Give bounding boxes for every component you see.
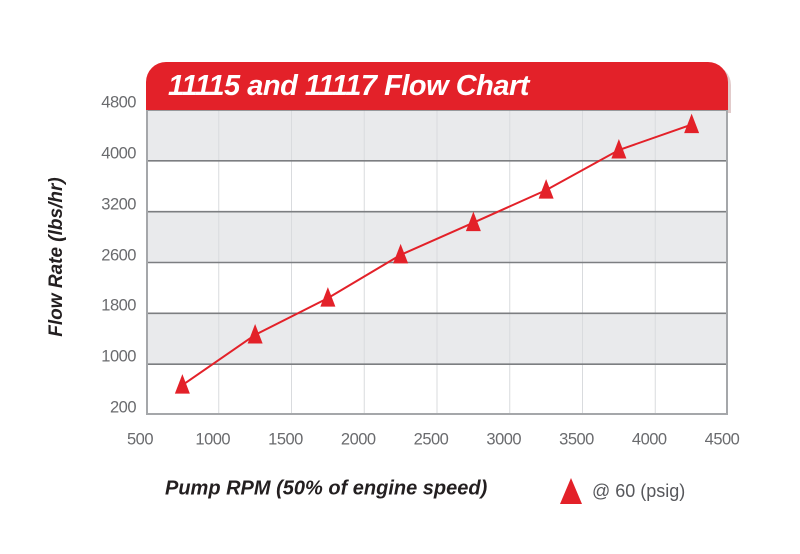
x-tick-label-500: 500 (126, 430, 154, 449)
x-tick-label-4000: 4000 (631, 430, 667, 449)
x-tick-label-4500: 4500 (704, 430, 740, 449)
data-point-marker (247, 323, 263, 344)
x-tick-label-1500: 1500 (268, 430, 303, 449)
y-tick-label-200: 200 (109, 398, 137, 417)
flow-line-chart (146, 110, 728, 415)
x-axis-title: Pump RPM (50% of engine speed) (165, 477, 488, 500)
flow-line (181, 123, 692, 386)
y-tick-label-1800: 1800 (101, 296, 136, 315)
y-tick-label-3200: 3200 (101, 195, 136, 214)
legend-label: @ 60 (psig) (592, 480, 686, 501)
data-point-marker (320, 287, 336, 307)
y-tick-label-4800: 4800 (101, 93, 136, 112)
x-tick-label-3500: 3500 (559, 430, 594, 449)
x-tick-label-2000: 2000 (340, 430, 376, 449)
legend-triangle-marker-icon (560, 478, 582, 504)
data-point-marker (393, 243, 409, 264)
y-tick-label-1000: 1000 (101, 347, 136, 366)
data-point-marker (538, 179, 554, 199)
data-point-marker (465, 211, 481, 232)
data-point-marker (611, 139, 627, 159)
chart-title: 11115 and 11117 Flow Chart (168, 69, 529, 102)
data-point-marker (174, 374, 190, 394)
legend: @ 60 (psig) (560, 478, 685, 504)
chart-title-banner: 11115 and 11117 Flow Chart (146, 62, 728, 110)
data-point-marker (684, 113, 700, 134)
y-tick-label-2600: 2600 (101, 246, 136, 264)
x-tick-label-2500: 2500 (413, 430, 449, 449)
x-tick-label-1000: 1000 (195, 430, 231, 449)
plot-border (146, 110, 728, 415)
plot-area (146, 110, 728, 415)
x-tick-label-3000: 3000 (486, 430, 522, 449)
y-tick-label-4000: 4000 (101, 144, 136, 163)
